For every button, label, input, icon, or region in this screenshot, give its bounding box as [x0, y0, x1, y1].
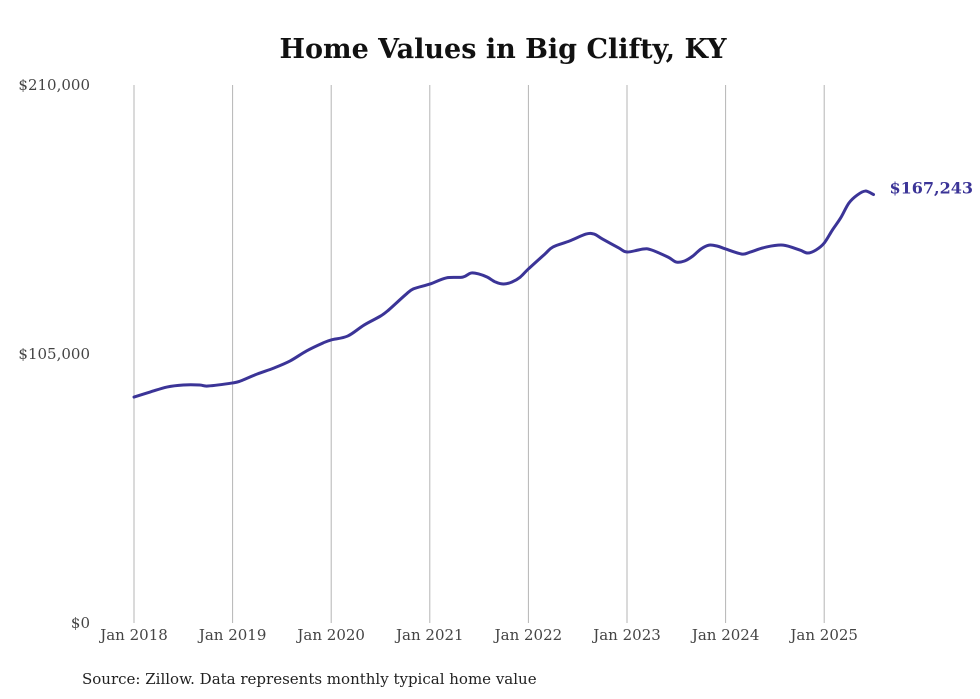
- chart-title: Home Values in Big Clifty, KY: [280, 34, 728, 65]
- x-tick-label: Jan 2024: [690, 626, 760, 644]
- y-tick-label: $210,000: [18, 76, 90, 94]
- x-tick-label: Jan 2020: [295, 626, 365, 644]
- x-tick-label: Jan 2023: [591, 626, 661, 644]
- gridlines: [133, 85, 825, 623]
- source-note: Source: Zillow. Data represents monthly …: [82, 670, 537, 688]
- x-axis-ticks: Jan 2018 Jan 2019 Jan 2020 Jan 2021 Jan 2022…: [98, 626, 858, 644]
- x-tick-label: Jan 2019: [197, 626, 267, 644]
- y-tick-label: $105,000: [18, 345, 90, 363]
- x-tick-label: Jan 2022: [493, 626, 563, 644]
- y-tick-label: $0: [71, 614, 90, 632]
- end-value-label: $167,243: [890, 179, 974, 198]
- x-tick-label: Jan 2025: [788, 626, 858, 644]
- x-tick-label: Jan 2018: [98, 626, 168, 644]
- y-axis-ticks: $0 $105,000 $210,000: [18, 76, 90, 632]
- x-tick-label: Jan 2021: [394, 626, 464, 644]
- series-line-home-value: [132, 189, 875, 399]
